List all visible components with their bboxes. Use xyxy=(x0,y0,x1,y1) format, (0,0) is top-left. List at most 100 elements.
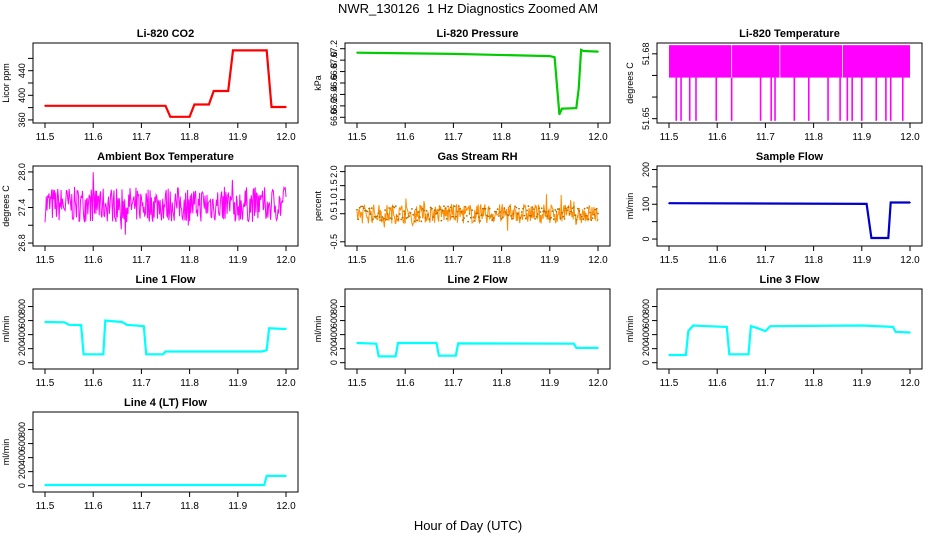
y-tick-label: 200 xyxy=(329,341,339,356)
panel-title: Line 2 Flow xyxy=(448,274,508,286)
data-point xyxy=(579,213,582,216)
panel-title: Ambient Box Temperature xyxy=(97,151,234,163)
x-tick-label: 11.9 xyxy=(852,132,871,143)
x-tick-label: 11.6 xyxy=(396,132,415,143)
data-point xyxy=(534,217,536,220)
data-point xyxy=(448,209,451,212)
y-tick-label: 67.2 xyxy=(329,40,339,58)
data-point xyxy=(861,324,863,327)
x-tick-label: 11.5 xyxy=(660,132,679,143)
data-point xyxy=(357,218,360,221)
data-point xyxy=(494,210,496,213)
plot-frame xyxy=(32,42,299,124)
series-line xyxy=(44,172,287,235)
data-point xyxy=(285,328,287,330)
panel-7: Line 1 Flow ml/min 11.5 11.6 11.7 11.8 11.9 12.… xyxy=(1,274,299,389)
data-point xyxy=(552,218,555,221)
data-point xyxy=(561,107,563,110)
y-tick-label: 51.68 xyxy=(641,43,651,66)
data-point xyxy=(535,215,538,218)
data-point xyxy=(539,211,542,213)
data-point xyxy=(522,207,524,210)
plot-frame xyxy=(32,165,299,247)
data-point xyxy=(531,206,534,209)
data-point xyxy=(543,210,546,213)
y-tick-label: 0.5 xyxy=(329,207,339,220)
plot-frame xyxy=(32,288,299,370)
panel-title: Gas Stream RH xyxy=(437,151,517,163)
data-point xyxy=(510,215,512,217)
series-band xyxy=(669,45,910,78)
x-tick-label: 11.7 xyxy=(756,132,775,143)
data-point xyxy=(463,217,465,220)
data-point xyxy=(394,205,397,208)
data-point xyxy=(104,319,107,322)
data-point xyxy=(361,205,364,208)
data-point xyxy=(368,207,370,210)
data-point xyxy=(398,213,401,215)
y-tick-label: 26.8 xyxy=(17,234,27,252)
data-point xyxy=(409,212,412,214)
x-tick-label: 11.9 xyxy=(228,501,247,512)
data-point xyxy=(102,353,105,356)
data-point xyxy=(563,218,566,220)
data-point xyxy=(385,218,388,221)
data-point xyxy=(394,355,397,358)
data-point xyxy=(556,208,559,211)
y-tick-label: 800 xyxy=(17,422,27,437)
data-point xyxy=(575,347,578,349)
data-point xyxy=(424,217,427,219)
data-point xyxy=(515,206,518,209)
y-tick-label: 1.5 xyxy=(329,179,339,192)
data-point xyxy=(558,208,561,211)
data-point xyxy=(437,209,440,212)
data-point xyxy=(512,212,515,215)
data-point xyxy=(565,207,567,210)
data-point xyxy=(427,213,429,216)
x-tick-label: 11.6 xyxy=(396,378,415,389)
panel-1: Li-820 CO2 Licor ppm 11.5 11.6 11.7 11.8 11.9 1… xyxy=(1,28,299,143)
data-point xyxy=(397,218,400,220)
series-line xyxy=(356,341,598,358)
data-point xyxy=(526,209,528,212)
data-point xyxy=(265,475,268,477)
y-tick-label: 800 xyxy=(329,299,339,314)
data-point xyxy=(465,215,468,217)
data-point xyxy=(143,325,145,328)
data-point xyxy=(597,212,599,215)
data-point xyxy=(232,49,234,52)
data-point xyxy=(589,211,591,214)
data-point xyxy=(490,215,492,217)
y-tick-label: 400 xyxy=(641,327,651,342)
data-point xyxy=(593,213,595,216)
y-tick-label: 66.6 xyxy=(329,74,339,92)
data-point xyxy=(507,214,510,217)
data-point xyxy=(553,56,556,59)
data-point xyxy=(121,321,123,323)
data-point xyxy=(425,209,428,212)
data-point xyxy=(429,206,432,209)
data-point xyxy=(892,326,894,328)
data-point xyxy=(514,205,516,208)
data-point xyxy=(575,218,578,221)
data-point xyxy=(574,214,577,217)
data-point xyxy=(457,342,460,345)
y-tick-label: 800 xyxy=(641,299,651,314)
data-point xyxy=(436,212,439,214)
data-point xyxy=(532,208,535,211)
data-point xyxy=(483,208,486,210)
data-point xyxy=(726,326,728,328)
plot-frame xyxy=(656,288,923,370)
x-tick-label: 11.6 xyxy=(84,501,103,512)
y-tick-label: 600 xyxy=(641,313,651,328)
x-tick-label: 11.6 xyxy=(708,132,727,143)
x-tick-label: 12.0 xyxy=(588,378,608,389)
x-tick-label: 11.7 xyxy=(756,255,775,266)
x-tick-label: 11.9 xyxy=(852,378,871,389)
data-point xyxy=(227,90,229,92)
y-tick-label: 0 xyxy=(641,360,651,365)
data-point xyxy=(461,219,464,222)
data-point xyxy=(468,213,471,215)
x-tick-label: 11.7 xyxy=(444,132,463,143)
